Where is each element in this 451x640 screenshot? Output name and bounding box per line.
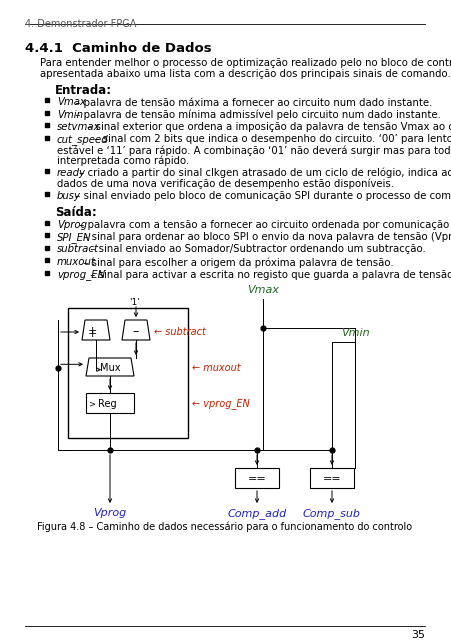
Text: – sinal enviado ao Somador/Subtractor ordenando um subtracção.: – sinal enviado ao Somador/Subtractor or… bbox=[87, 244, 426, 255]
Text: Entrada:: Entrada: bbox=[55, 84, 112, 97]
Text: >: > bbox=[88, 399, 95, 408]
Text: – sinal para escolher a origem da próxima palavra de tensão.: – sinal para escolher a origem da próxim… bbox=[80, 257, 393, 268]
Text: Para entender melhor o processo de optimização realizado pelo no bloco de contro: Para entender melhor o processo de optim… bbox=[40, 58, 451, 68]
Text: apresentada abaixo uma lista com a descrição dos principais sinais de comando.: apresentada abaixo uma lista com a descr… bbox=[40, 69, 451, 79]
Text: – palavra de tensão máxima a fornecer ao circuito num dado instante.: – palavra de tensão máxima a fornecer ao… bbox=[72, 97, 433, 108]
Text: – sinal com 2 bits que indica o desempenho do circuito. ‘00’ para lento, ‘10’ pa: – sinal com 2 bits que indica o desempen… bbox=[91, 134, 451, 145]
Text: 4. Demonstrador FPGA: 4. Demonstrador FPGA bbox=[25, 19, 136, 29]
Text: muxout: muxout bbox=[57, 257, 96, 267]
Text: – palavra de tensão mínima admissível pelo circuito num dado instante.: – palavra de tensão mínima admissível pe… bbox=[72, 109, 441, 120]
Text: Reg: Reg bbox=[98, 399, 117, 409]
Text: 35: 35 bbox=[411, 630, 425, 640]
Text: subtract: subtract bbox=[57, 244, 99, 255]
Text: –: – bbox=[133, 326, 139, 339]
Text: Vprog: Vprog bbox=[93, 508, 127, 518]
Text: dados de uma nova verificação de desempenho estão disponíveis.: dados de uma nova verificação de desempe… bbox=[57, 179, 394, 189]
Text: cut_speed: cut_speed bbox=[57, 134, 109, 145]
Polygon shape bbox=[122, 320, 150, 340]
Text: vprog_EN: vprog_EN bbox=[57, 269, 105, 280]
Text: ← muxout: ← muxout bbox=[192, 363, 241, 373]
Text: – sinal enviado pelo bloco de comunicação SPI durante o processo de comunicação.: – sinal enviado pelo bloco de comunicaçã… bbox=[72, 191, 451, 201]
Text: Vprog: Vprog bbox=[57, 220, 87, 230]
Text: – sinal para activar a escrita no registo que guarda a palavra de tensão Vprog.: – sinal para activar a escrita no regist… bbox=[87, 269, 451, 280]
Text: +: + bbox=[87, 329, 97, 339]
Text: Mux: Mux bbox=[100, 363, 120, 373]
Text: estável e ‘11’ para rápido. A combinação ‘01’ não deverá surgir mas para todos o: estável e ‘11’ para rápido. A combinação… bbox=[57, 145, 451, 156]
Polygon shape bbox=[86, 358, 134, 376]
Text: Comp_sub: Comp_sub bbox=[303, 508, 361, 519]
Text: – palavra com a tensão a fornecer ao circuito ordenada por comunicação SPI.: – palavra com a tensão a fornecer ao cir… bbox=[76, 220, 451, 230]
Text: 4.4.1  Caminho de Dados: 4.4.1 Caminho de Dados bbox=[25, 42, 212, 55]
Text: Saída:: Saída: bbox=[55, 205, 97, 218]
Text: ← subtract: ← subtract bbox=[154, 327, 206, 337]
FancyBboxPatch shape bbox=[235, 468, 279, 488]
Text: Comp_add: Comp_add bbox=[227, 508, 287, 519]
FancyBboxPatch shape bbox=[68, 308, 188, 438]
Text: Vmax: Vmax bbox=[247, 285, 279, 295]
Text: interpretada como rápido.: interpretada como rápido. bbox=[57, 156, 189, 166]
FancyBboxPatch shape bbox=[86, 393, 134, 413]
Text: '1': '1' bbox=[129, 298, 140, 307]
Text: – sinal exterior que ordena a imposição da palavra de tensão Vmax ao circuito.: – sinal exterior que ordena a imposição … bbox=[83, 122, 451, 132]
Text: setvmax: setvmax bbox=[57, 122, 101, 132]
Text: Vmax: Vmax bbox=[57, 97, 86, 107]
Text: – criado a partir do sinal clkgen atrasado de um ciclo de relógio, indica ao con: – criado a partir do sinal clkgen atrasa… bbox=[76, 168, 451, 179]
Text: – sinal para ordenar ao bloco SPI o envio da nova palavra de tensão (Vprog).: – sinal para ordenar ao bloco SPI o envi… bbox=[80, 232, 451, 242]
Text: ==: == bbox=[248, 474, 267, 484]
Text: ← vprog_EN: ← vprog_EN bbox=[192, 399, 250, 410]
Text: Vmin: Vmin bbox=[57, 109, 83, 120]
Text: +: + bbox=[87, 326, 97, 336]
FancyBboxPatch shape bbox=[310, 468, 354, 488]
Text: busy: busy bbox=[57, 191, 81, 201]
Polygon shape bbox=[82, 320, 110, 340]
Text: ready: ready bbox=[57, 168, 86, 178]
Text: ==: == bbox=[322, 474, 341, 484]
Text: Vmin: Vmin bbox=[341, 328, 369, 338]
Text: Figura 4.8 – Caminho de dados necessário para o funcionamento do controlo: Figura 4.8 – Caminho de dados necessário… bbox=[37, 522, 413, 532]
Text: SPI_EN: SPI_EN bbox=[57, 232, 92, 243]
